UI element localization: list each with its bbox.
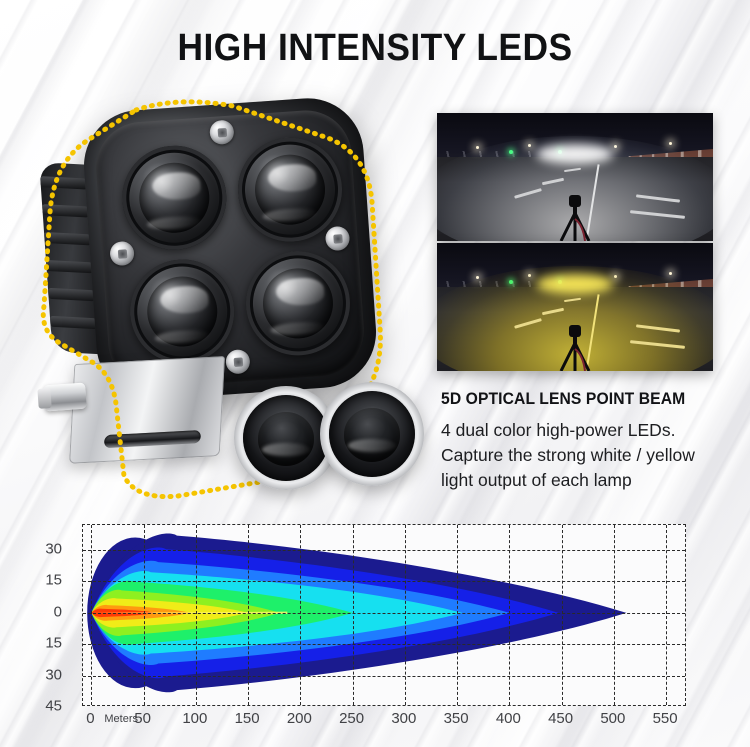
screw-top [209,119,235,146]
x-axis-tick-label: 100 [182,710,208,727]
lens-closeup-right [320,382,424,486]
gridline-horizontal [83,581,685,583]
chart-plot-area [82,524,686,706]
y-axis-tick-label: 15 [45,571,62,589]
x-axis-tick-label: 400 [495,710,521,727]
feature-heading: 5D OPTICAL LENS POINT BEAM [441,390,686,408]
feature-line-3: light output of each lamp [441,469,632,490]
x-axis-tick-label: 0 [86,710,95,727]
lens-bottom-left [126,255,238,367]
gridline-vertical [666,525,668,705]
feature-line-1: 4 dual color high-power LEDs. [441,420,676,440]
beam-test-photos [437,113,713,371]
gridline-horizontal [83,644,685,646]
x-axis-tick-label: 550 [652,710,678,727]
gridline-vertical [91,525,93,705]
gridline-vertical [613,525,615,705]
tripod-silhouette [559,325,591,371]
x-axis-tick-label: 500 [600,710,626,727]
product-photo-lamp [28,92,428,502]
gridline-vertical [404,525,406,705]
page-title: HIGH INTENSITY LEDS [177,27,573,69]
beam-pattern-chart: 30 15 0 15 30 45 0 50 100 150 200 250 300 350 400 450 5… [0,508,750,747]
lens-bottom-right [242,247,354,359]
x-axis-tick-label: 250 [339,710,365,727]
gridline-vertical [561,525,563,705]
y-axis-tick-label: 0 [53,603,62,621]
lens-top-left [118,142,230,254]
screw-bottom [225,348,251,375]
gridline-horizontal [83,675,685,677]
y-axis-tick-label: 30 [45,540,62,558]
gridline-vertical [352,525,354,705]
gridline-horizontal [83,612,685,614]
photo-yellow-beam [437,243,713,371]
x-axis-tick-label: 200 [286,710,312,727]
gridline-vertical [143,525,145,705]
beam-pattern-heatmap [87,533,627,693]
bracket-slot [103,430,202,449]
mounting-bracket [69,356,225,464]
x-axis-tick-label: 450 [548,710,574,727]
screw-left [109,240,135,267]
feature-line-2: Capture the strong white / yellow [441,444,695,465]
chart-x-axis-title: Meters [104,713,138,725]
y-axis-tick-label: 15 [45,634,62,652]
gridline-vertical [195,525,197,705]
lamp-housing [80,94,380,404]
x-axis-tick-label: 150 [234,710,260,727]
x-axis-tick-label: 350 [443,710,469,727]
y-axis-tick-label: 30 [45,666,62,684]
gridline-horizontal [83,550,685,552]
feature-text-block: 5D OPTICAL LENS POINT BEAM 4 dual color … [441,390,741,493]
lamp-face-plate [93,107,367,391]
y-axis-tick-label: 45 [45,697,62,715]
gridline-vertical [248,525,250,705]
screw-right [324,225,351,252]
mounting-bolt [43,382,87,412]
tripod-silhouette [559,195,591,241]
gridline-vertical [457,525,459,705]
x-axis-tick-label: 300 [391,710,417,727]
gridline-vertical [509,525,511,705]
photo-white-beam [437,113,713,241]
gridline-vertical [300,525,302,705]
